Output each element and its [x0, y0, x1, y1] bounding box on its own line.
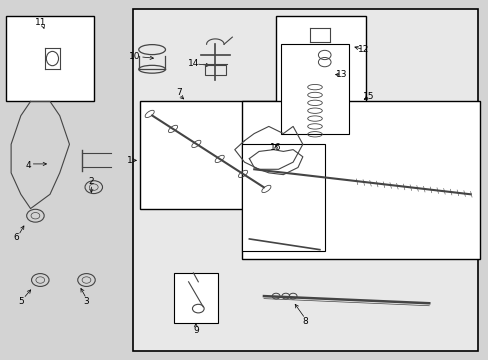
FancyBboxPatch shape	[140, 102, 276, 208]
FancyBboxPatch shape	[132, 9, 477, 351]
Text: 15: 15	[362, 91, 373, 100]
Text: 5: 5	[18, 297, 23, 306]
Text: 3: 3	[83, 297, 89, 306]
Text: 16: 16	[270, 143, 281, 152]
FancyBboxPatch shape	[242, 144, 324, 251]
Text: 8: 8	[302, 316, 307, 325]
Text: 14: 14	[187, 59, 199, 68]
Text: 4: 4	[25, 161, 31, 170]
FancyBboxPatch shape	[242, 102, 479, 258]
Text: 10: 10	[129, 52, 141, 61]
FancyBboxPatch shape	[276, 16, 366, 137]
FancyBboxPatch shape	[6, 16, 94, 102]
Text: 13: 13	[335, 70, 347, 79]
Bar	[204, 64, 225, 75]
Text: 9: 9	[193, 325, 198, 334]
FancyBboxPatch shape	[174, 273, 217, 323]
Text: 6: 6	[13, 233, 19, 242]
Text: 1: 1	[127, 156, 133, 165]
Text: 7: 7	[176, 88, 182, 97]
Text: 12: 12	[357, 45, 368, 54]
FancyBboxPatch shape	[281, 44, 348, 134]
Text: 2: 2	[88, 177, 94, 186]
Text: 11: 11	[35, 18, 46, 27]
